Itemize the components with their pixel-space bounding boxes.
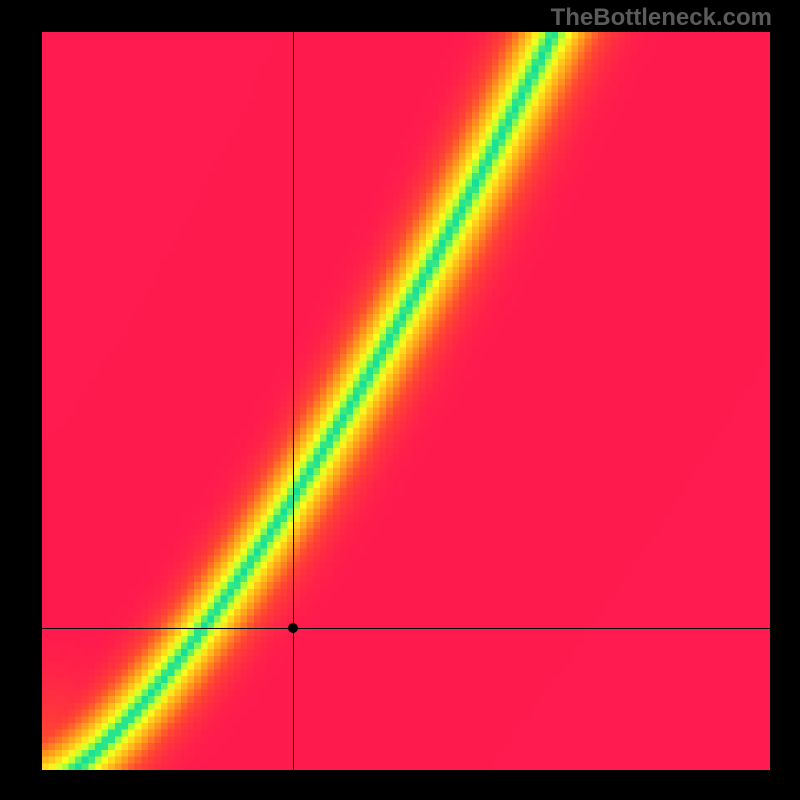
crosshair-horizontal	[42, 628, 770, 629]
bottleneck-heatmap	[42, 32, 770, 770]
crosshair-vertical	[293, 32, 294, 770]
data-point-marker	[288, 623, 298, 633]
watermark-text: TheBottleneck.com	[551, 4, 772, 32]
